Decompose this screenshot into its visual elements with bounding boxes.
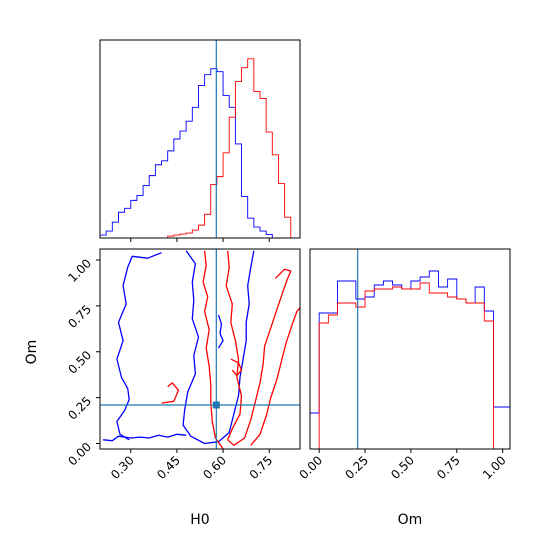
h0-marginal-panel: [99, 39, 301, 242]
x-axis-label-om: Om: [398, 512, 423, 528]
contour-blue-0: [116, 252, 162, 441]
contour-blue-2: [103, 433, 187, 442]
contour-blue-3: [217, 314, 224, 349]
h0-hist-red-series: [100, 58, 297, 238]
contour-frame: [99, 248, 301, 450]
contour-red-8: [230, 358, 243, 377]
contour-truth-marker: [212, 401, 220, 409]
y-axis-label-om: Om: [24, 340, 40, 365]
x-axis-label-h0: H0: [190, 512, 209, 528]
h0-marginal-frame: [99, 39, 301, 239]
om-marginal-frame: [309, 248, 511, 450]
contour-red-6: [225, 250, 292, 446]
om-hist-blue-series: [310, 270, 510, 449]
contour-red-5: [202, 250, 224, 449]
contour-red-4: [161, 382, 180, 404]
contour-red-7: [250, 307, 300, 446]
h0-hist-blue-series: [100, 68, 297, 238]
om-hist-red-series: [310, 282, 510, 449]
contour-blue-1: [182, 250, 255, 445]
